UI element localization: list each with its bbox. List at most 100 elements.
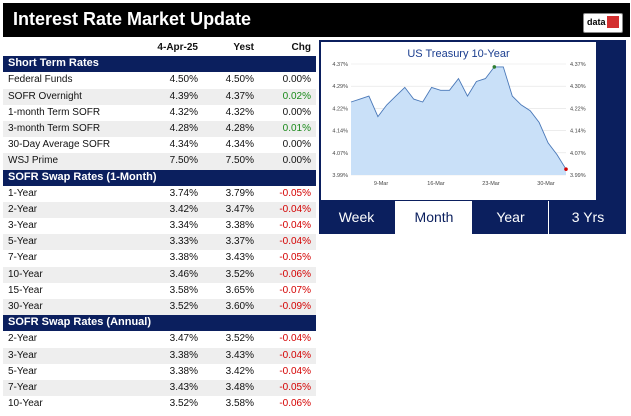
spreadsheet-icon [607, 16, 619, 28]
rate-yesterday: 3.58% [225, 398, 254, 410]
rate-name: SOFR Overnight [8, 90, 82, 102]
rate-change: -0.04% [279, 220, 311, 232]
rate-today: 3.52% [169, 398, 198, 410]
y-tick-label: 4.29% [332, 84, 348, 90]
rate-today: 4.39% [169, 90, 198, 102]
rate-name: 10-Year [8, 398, 43, 410]
rate-name: Federal Funds [8, 74, 73, 86]
y-tick-label: 4.14% [332, 129, 348, 135]
rate-change: -0.04% [279, 236, 311, 248]
x-tick-label: 9-Mar [374, 181, 389, 187]
tab-month[interactable]: Month [395, 201, 472, 234]
table-header: 4-Apr-25 Yest Chg [3, 40, 316, 56]
rate-change: -0.04% [279, 349, 311, 361]
table-row: 30-Year 3.52% 3.60% -0.09% [3, 299, 316, 316]
last-point [564, 167, 568, 171]
rate-change: -0.05% [279, 252, 311, 264]
rate-today: 3.46% [169, 268, 198, 280]
column-header: Chg [291, 42, 311, 53]
table-row: 3-Year 3.34% 3.38% -0.04% [3, 218, 316, 234]
table-row: SOFR Overnight 4.39% 4.37% 0.02% [3, 88, 316, 105]
rate-today: 3.58% [169, 284, 198, 296]
rate-today: 4.32% [169, 106, 198, 118]
rate-name: 10-Year [8, 268, 43, 280]
rate-name: 15-Year [8, 284, 43, 296]
data-button[interactable]: data [583, 13, 623, 33]
section-title: SOFR Swap Rates (Annual) [8, 316, 152, 329]
rate-today: 3.38% [169, 365, 198, 377]
table-row: 3-Year 3.38% 3.43% -0.04% [3, 347, 316, 364]
rate-today: 3.47% [169, 333, 198, 345]
rate-change: 0.00% [282, 74, 311, 86]
rate-today: 4.28% [169, 122, 198, 134]
rate-today: 4.34% [169, 139, 198, 151]
rate-today: 7.50% [169, 155, 198, 167]
range-tabs: Week Month Year 3 Yrs [319, 201, 626, 234]
y-tick-label: 4.22% [332, 106, 348, 112]
tab-year[interactable]: Year [471, 201, 549, 234]
rate-yesterday: 4.32% [225, 106, 254, 118]
rate-yesterday: 3.60% [225, 301, 254, 312]
rate-change: -0.04% [279, 333, 311, 345]
rate-change: -0.06% [279, 268, 311, 280]
rate-change: 0.01% [282, 122, 311, 134]
table-row: 3-month Term SOFR 4.28% 4.28% 0.01% [3, 120, 316, 138]
rate-name: 7-Year [8, 381, 38, 393]
header-bar: Interest Rate Market Update data [3, 3, 630, 37]
rate-name: WSJ Prime [8, 155, 58, 167]
table-row: 1-Year 3.74% 3.79% -0.05% [3, 186, 316, 202]
table-row: 7-Year 3.43% 3.48% -0.05% [3, 379, 316, 397]
y-tick-label-right: 4.22% [570, 106, 586, 112]
y-tick-label-right: 4.07% [570, 151, 586, 157]
max-point [492, 65, 497, 69]
rate-name: 3-month Term SOFR [8, 122, 101, 134]
rate-yesterday: 3.38% [225, 220, 254, 232]
rate-change: -0.04% [279, 203, 311, 215]
section-title: SOFR Swap Rates (1-Month) [8, 170, 157, 183]
table-row: 15-Year 3.58% 3.65% -0.07% [3, 283, 316, 299]
rate-change: -0.04% [279, 365, 311, 377]
section-header: Short Term Rates [3, 56, 316, 73]
rate-yesterday: 3.37% [225, 236, 254, 248]
rate-today: 3.42% [169, 203, 198, 215]
table-row: 2-Year 3.47% 3.52% -0.04% [3, 331, 316, 347]
y-tick-label-right: 4.14% [570, 129, 586, 135]
y-tick-label: 4.07% [332, 151, 348, 157]
rate-yesterday: 3.42% [225, 365, 254, 377]
rate-yesterday: 4.34% [225, 139, 254, 151]
rate-name: 30-Day Average SOFR [8, 139, 111, 151]
rate-change: -0.05% [279, 381, 311, 393]
rate-name: 1-month Term SOFR [8, 106, 101, 118]
table-row: 30-Day Average SOFR 4.34% 4.34% 0.00% [3, 137, 316, 153]
rate-today: 3.38% [169, 252, 198, 264]
table-row: 10-Year 3.46% 3.52% -0.06% [3, 266, 316, 283]
rate-yesterday: 3.43% [225, 349, 254, 361]
rate-change: 0.00% [282, 155, 311, 167]
chart-area: US Treasury 10-Year 4.37% 4.37% 4.29% 4.30%… [321, 42, 596, 200]
table-row: 2-Year 3.42% 3.47% -0.04% [3, 201, 316, 219]
rate-change: -0.07% [279, 284, 311, 296]
rate-change: -0.06% [279, 398, 311, 410]
rate-today: 4.50% [169, 74, 198, 86]
section-header: SOFR Swap Rates (Annual) [3, 315, 316, 332]
treasury-chart: 4.37% 4.37% 4.29% 4.30% 4.22% 4.22% 4.14% 4.14%… [332, 62, 586, 187]
table-row: 7-Year 3.38% 3.43% -0.05% [3, 250, 316, 266]
table-row: 5-Year 3.38% 3.42% -0.04% [3, 364, 316, 380]
rate-change: -0.05% [279, 187, 311, 199]
rate-name: 3-Year [8, 349, 38, 361]
rate-yesterday: 4.37% [225, 90, 254, 102]
x-tick-label: 23-Mar [482, 181, 500, 187]
rate-yesterday: 7.50% [225, 155, 254, 167]
rate-change: -0.09% [279, 301, 311, 312]
table-row: 1-month Term SOFR 4.32% 4.32% 0.00% [3, 105, 316, 121]
rate-name: 3-Year [8, 220, 38, 232]
y-tick-label: 4.37% [332, 62, 348, 68]
rate-today: 3.74% [169, 187, 198, 199]
rate-yesterday: 4.28% [225, 122, 254, 134]
rate-name: 30-Year [8, 301, 43, 312]
page-title: Interest Rate Market Update [13, 9, 252, 29]
table-row: WSJ Prime 7.50% 7.50% 0.00% [3, 153, 316, 170]
tab-3-yrs[interactable]: 3 Yrs [548, 201, 627, 234]
rate-today: 3.38% [169, 349, 198, 361]
tab-week[interactable]: Week [338, 209, 375, 225]
